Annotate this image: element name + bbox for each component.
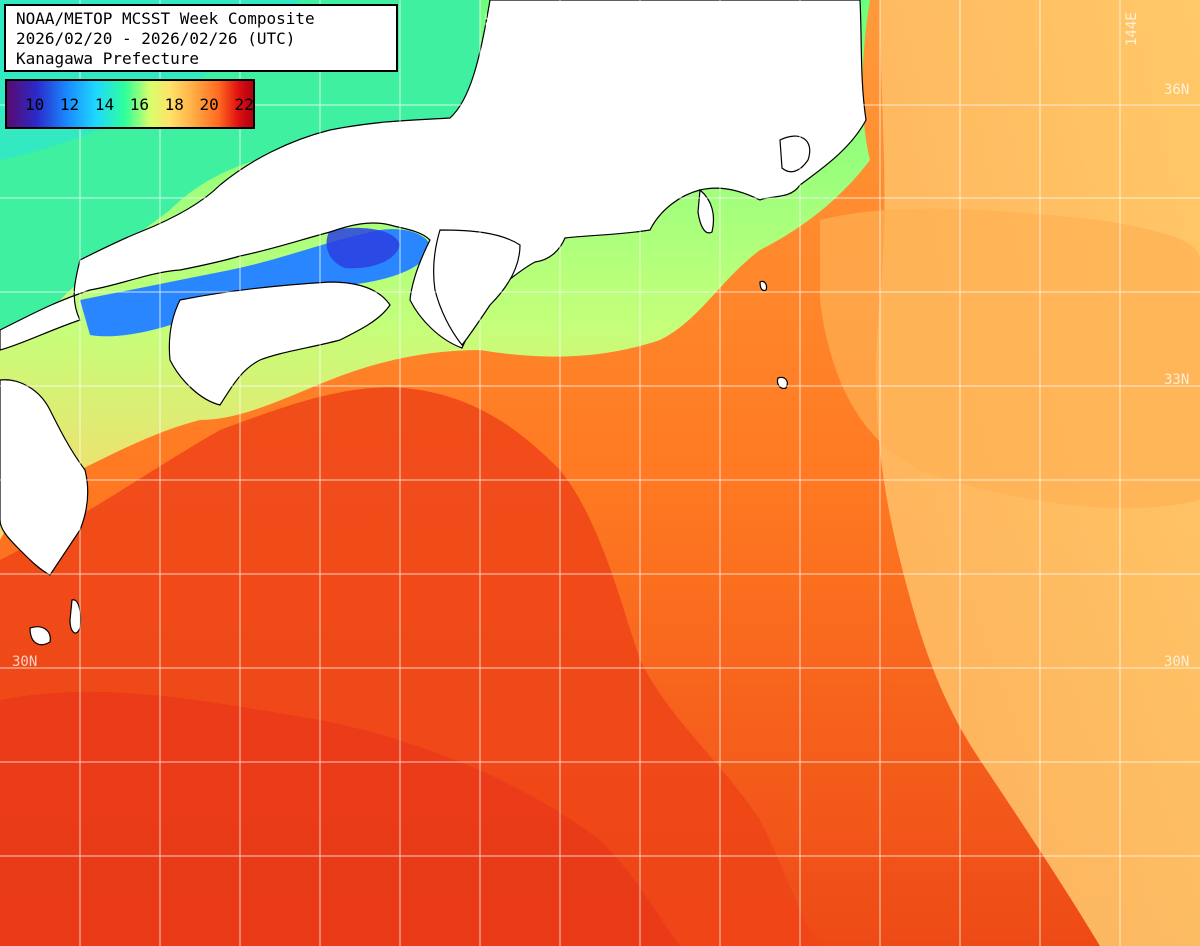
legend-tick: 16 <box>129 95 149 114</box>
land-tanegashima <box>69 599 82 634</box>
sea-east-mid <box>820 208 1200 509</box>
sea-inland-deep <box>326 227 400 269</box>
land-island-a <box>759 280 768 292</box>
legend-tick: 22 <box>234 95 254 114</box>
lat-label-30n-right: 30N <box>1164 654 1190 670</box>
land-yakushima <box>29 626 51 646</box>
title-line-3: Kanagawa Prefecture <box>16 49 200 68</box>
land-boso <box>779 135 811 173</box>
lat-label-30n-left: 30N <box>12 654 38 670</box>
sea-warm-red-region-2 <box>0 691 680 946</box>
land-izu <box>697 188 715 234</box>
legend-labels: 10 12 14 16 18 20 22 <box>25 95 260 114</box>
color-legend: 10 12 14 16 18 20 22 <box>5 79 255 129</box>
land-kii <box>433 229 521 346</box>
legend-tick: 14 <box>94 95 115 114</box>
land-masses <box>0 0 867 646</box>
legend-tick: 12 <box>59 95 80 114</box>
lon-label-136e: 136E <box>484 12 500 46</box>
lat-label-36n: 36N <box>1164 82 1190 98</box>
lon-label-144e: 144E <box>1124 12 1140 46</box>
land-island-b <box>776 376 788 389</box>
title-line-2: 2026/02/20 - 2026/02/26 (UTC) <box>16 29 296 48</box>
title-line-1: NOAA/METOP MCSST Week Composite <box>16 9 315 28</box>
legend-tick: 18 <box>164 95 184 114</box>
lat-label-33n: 33N <box>1164 372 1190 388</box>
title-box: NOAA/METOP MCSST Week Composite 2026/02/… <box>4 4 398 72</box>
legend-tick: 20 <box>199 95 219 114</box>
legend-tick: 10 <box>25 95 45 114</box>
